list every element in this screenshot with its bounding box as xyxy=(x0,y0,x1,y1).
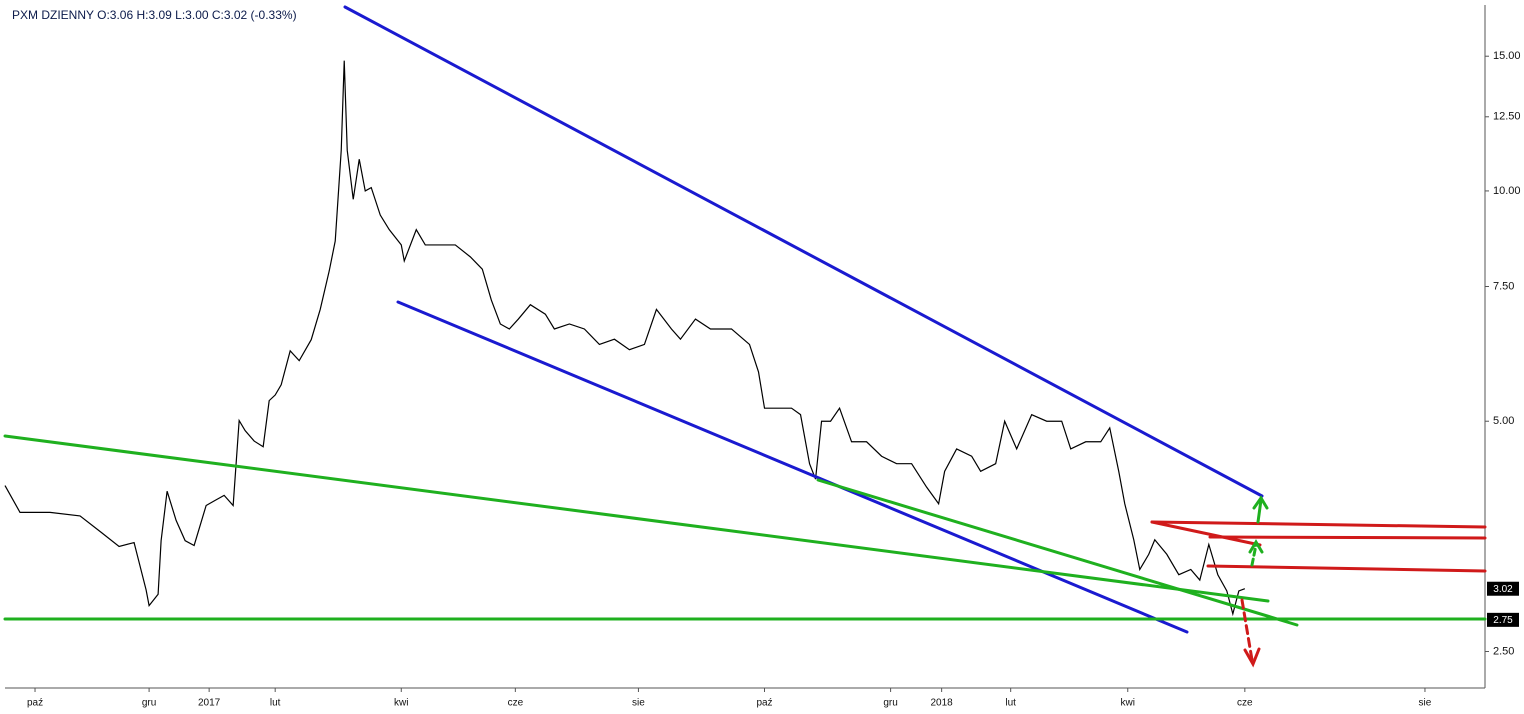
y-tick-label: 2.50 xyxy=(1493,645,1514,657)
y-tick-label: 7.50 xyxy=(1493,280,1514,292)
price-label: 2.75 xyxy=(1493,615,1513,626)
resistance-line xyxy=(1150,520,1262,547)
price-line xyxy=(4,60,1246,617)
arrow-head xyxy=(1248,539,1264,554)
x-tick-label: sie xyxy=(1419,698,1432,709)
y-tick-label: 10.00 xyxy=(1493,185,1521,197)
trend-line xyxy=(816,478,1299,627)
plot xyxy=(4,60,1246,617)
x-tick-label: 2017 xyxy=(198,698,221,709)
chart-title: PXM DZIENNY O:3.06 H:3.09 L:3.00 C:3.02 … xyxy=(12,8,297,22)
frame xyxy=(5,5,1486,689)
x-tick-label: sie xyxy=(632,698,645,709)
y-tick-label: 12.50 xyxy=(1493,111,1521,123)
x-tick-label: gru xyxy=(883,698,897,709)
x-tick-label: lut xyxy=(270,698,281,709)
y-tick-label: 15.00 xyxy=(1493,50,1521,62)
arrow xyxy=(1256,498,1263,524)
arrow-head xyxy=(1243,647,1261,668)
x-tick-label: lut xyxy=(1005,698,1016,709)
resistance-line xyxy=(1206,564,1487,573)
resistance-line xyxy=(1208,535,1487,540)
x-tick-label: gru xyxy=(142,698,156,709)
trend-line xyxy=(343,5,1264,498)
arrow-head xyxy=(1252,495,1269,510)
resistance-line xyxy=(1150,520,1487,529)
y-tick-label: 5.00 xyxy=(1493,415,1514,427)
price-label-box xyxy=(1487,612,1519,627)
x-tick-label: kwi xyxy=(394,698,408,709)
x-tick-label: cze xyxy=(508,698,524,709)
trend-line xyxy=(3,434,1270,603)
x-tick-label: paź xyxy=(27,698,43,709)
price-label: 3.02 xyxy=(1493,584,1513,595)
price-label-box xyxy=(1487,581,1519,596)
x-tick-label: 2018 xyxy=(931,698,954,709)
x-tick-label: kwi xyxy=(1121,698,1135,709)
arrow xyxy=(1250,543,1258,567)
annotations xyxy=(3,5,1487,668)
arrow xyxy=(1240,598,1254,662)
trend-line xyxy=(396,300,1189,634)
x-tick-label: paź xyxy=(756,698,772,709)
x-tick-label: cze xyxy=(1237,698,1253,709)
